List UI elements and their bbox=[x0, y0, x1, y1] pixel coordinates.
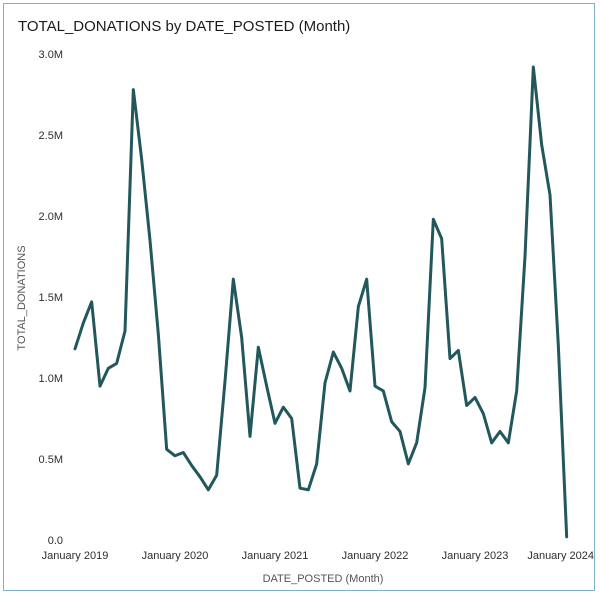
y-tick-label: 0.5M bbox=[39, 454, 63, 466]
data-point[interactable] bbox=[122, 328, 128, 334]
data-point[interactable] bbox=[439, 236, 445, 242]
y-tick-label: 1.5M bbox=[39, 292, 63, 304]
data-point[interactable] bbox=[389, 419, 395, 425]
data-point[interactable] bbox=[172, 453, 178, 459]
data-point[interactable] bbox=[314, 461, 320, 467]
chart-title: TOTAL_DONATIONS by DATE_POSTED (Month) bbox=[18, 18, 351, 35]
data-point[interactable] bbox=[255, 344, 261, 350]
data-point[interactable] bbox=[114, 360, 120, 366]
y-tick-label: 1.0M bbox=[39, 373, 63, 385]
x-tick-label: January 2024 bbox=[527, 550, 594, 562]
data-point[interactable] bbox=[339, 365, 345, 371]
x-axis-title: DATE_POSTED (Month) bbox=[263, 573, 384, 585]
data-point[interactable] bbox=[397, 428, 403, 434]
data-point[interactable] bbox=[322, 380, 328, 386]
data-point[interactable] bbox=[230, 276, 236, 282]
data-point[interactable] bbox=[347, 388, 353, 394]
data-point[interactable] bbox=[355, 304, 361, 310]
data-point[interactable] bbox=[239, 335, 245, 341]
data-point[interactable] bbox=[447, 356, 453, 362]
data-point[interactable] bbox=[105, 365, 111, 371]
data-point[interactable] bbox=[305, 487, 311, 493]
x-tick-label: January 2022 bbox=[342, 550, 409, 562]
data-point[interactable] bbox=[72, 346, 78, 352]
data-point[interactable] bbox=[539, 142, 545, 148]
data-point[interactable] bbox=[472, 394, 478, 400]
data-point[interactable] bbox=[564, 534, 570, 540]
data-point[interactable] bbox=[214, 472, 220, 478]
data-point[interactable] bbox=[497, 428, 503, 434]
data-point[interactable] bbox=[247, 433, 253, 439]
x-tick-label: January 2020 bbox=[142, 550, 209, 562]
data-point[interactable] bbox=[164, 446, 170, 452]
data-point[interactable] bbox=[147, 237, 153, 243]
data-point[interactable] bbox=[414, 440, 420, 446]
data-point[interactable] bbox=[80, 320, 86, 326]
data-point[interactable] bbox=[555, 343, 561, 349]
data-point[interactable] bbox=[89, 299, 95, 305]
y-tick-label: 2.0M bbox=[39, 211, 63, 223]
data-point[interactable] bbox=[464, 403, 470, 409]
data-point[interactable] bbox=[280, 404, 286, 410]
chart-panel: TOTAL_DONATIONS by DATE_POSTED (Month) bbox=[3, 3, 595, 591]
data-point[interactable] bbox=[130, 87, 136, 93]
x-tick-label: January 2021 bbox=[242, 550, 309, 562]
data-point[interactable] bbox=[489, 440, 495, 446]
data-point[interactable] bbox=[522, 254, 528, 260]
series-line-total-donations[interactable] bbox=[73, 65, 569, 539]
y-tick-label: 0.0 bbox=[48, 535, 63, 547]
data-point[interactable] bbox=[180, 450, 186, 456]
data-point[interactable] bbox=[222, 378, 228, 384]
data-point[interactable] bbox=[189, 462, 195, 468]
data-point[interactable] bbox=[97, 383, 103, 389]
data-point[interactable] bbox=[455, 347, 461, 353]
data-point[interactable] bbox=[547, 192, 553, 198]
data-point[interactable] bbox=[505, 440, 511, 446]
y-tick-label: 3.0M bbox=[39, 49, 63, 61]
y-axis-title: TOTAL_DONATIONS bbox=[16, 245, 28, 350]
data-point[interactable] bbox=[405, 461, 411, 467]
y-tick-label: 2.5M bbox=[39, 130, 63, 142]
data-point[interactable] bbox=[155, 331, 161, 337]
x-axis-ticks: January 2019 January 2020 January 2021 Janu… bbox=[42, 550, 594, 562]
data-point[interactable] bbox=[514, 388, 520, 394]
data-point[interactable] bbox=[272, 420, 278, 426]
data-point[interactable] bbox=[330, 349, 336, 355]
data-point[interactable] bbox=[480, 411, 486, 417]
x-tick-label: January 2023 bbox=[442, 550, 509, 562]
data-point[interactable] bbox=[422, 385, 428, 391]
data-point[interactable] bbox=[264, 383, 270, 389]
data-point[interactable] bbox=[139, 156, 145, 162]
data-point[interactable] bbox=[364, 276, 370, 282]
data-point[interactable] bbox=[197, 474, 203, 480]
data-point[interactable] bbox=[380, 388, 386, 394]
data-point[interactable] bbox=[372, 383, 378, 389]
data-point[interactable] bbox=[289, 416, 295, 422]
y-axis-ticks: 0.0 0.5M 1.0M 1.5M 2.0M 2.5M 3.0M bbox=[39, 49, 63, 547]
x-tick-label: January 2019 bbox=[42, 550, 109, 562]
data-points bbox=[72, 64, 570, 540]
data-point[interactable] bbox=[205, 487, 211, 493]
data-point[interactable] bbox=[297, 485, 303, 491]
data-point[interactable] bbox=[530, 64, 536, 70]
data-point[interactable] bbox=[430, 216, 436, 222]
